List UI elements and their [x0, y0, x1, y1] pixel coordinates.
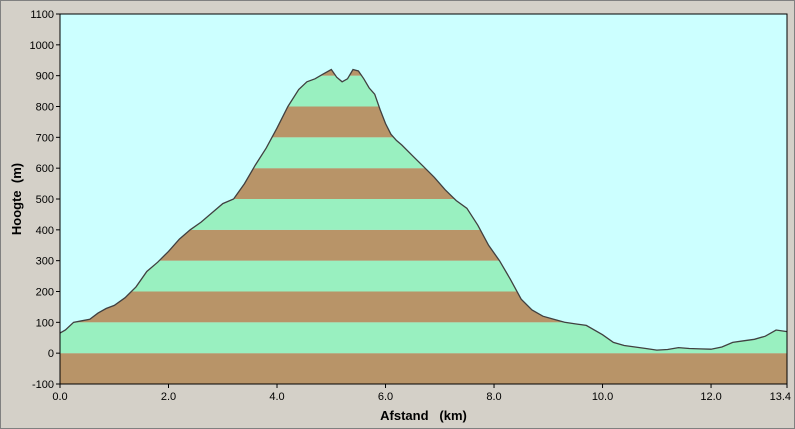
x-tick-label: 8.0 [486, 391, 501, 403]
x-axis: 0.0 2.0 4.0 6.0 8.0 10.0 12.0 13.4 [52, 384, 791, 403]
x-tick-label: 12.0 [700, 391, 721, 403]
profile-line [59, 68, 788, 351]
y-axis: -100 0 100 200 300 400 500 600 700 800 900 1000 1100 [30, 9, 60, 391]
y-tick-label: 500 [36, 194, 54, 206]
y-tick-label: 400 [36, 225, 54, 237]
y-axis-title: Hoogte (m) [9, 163, 24, 235]
y-tick-label: 900 [36, 71, 54, 83]
y-tick-label: 700 [36, 132, 54, 144]
y-tick-label: -100 [32, 379, 54, 391]
x-tick-label: 0.0 [52, 391, 67, 403]
x-axis-title: Afstand (km) [380, 408, 467, 423]
x-tick-label: 2.0 [161, 391, 176, 403]
y-tick-label: 800 [36, 102, 54, 114]
profile-band [60, 353, 787, 384]
y-tick-label: 100 [36, 317, 54, 329]
x-tick-label: 6.0 [378, 391, 393, 403]
x-tick-label: 4.0 [269, 391, 284, 403]
y-tick-label: 1100 [30, 9, 54, 21]
y-tick-label: 0 [48, 348, 54, 360]
x-tick-label: 13.4 [770, 391, 791, 403]
y-tick-label: 600 [36, 163, 54, 175]
x-tick-label: 10.0 [592, 391, 613, 403]
y-tick-label: 300 [36, 256, 54, 268]
y-tick-label: 200 [36, 287, 54, 299]
y-tick-label: 1000 [30, 40, 54, 52]
